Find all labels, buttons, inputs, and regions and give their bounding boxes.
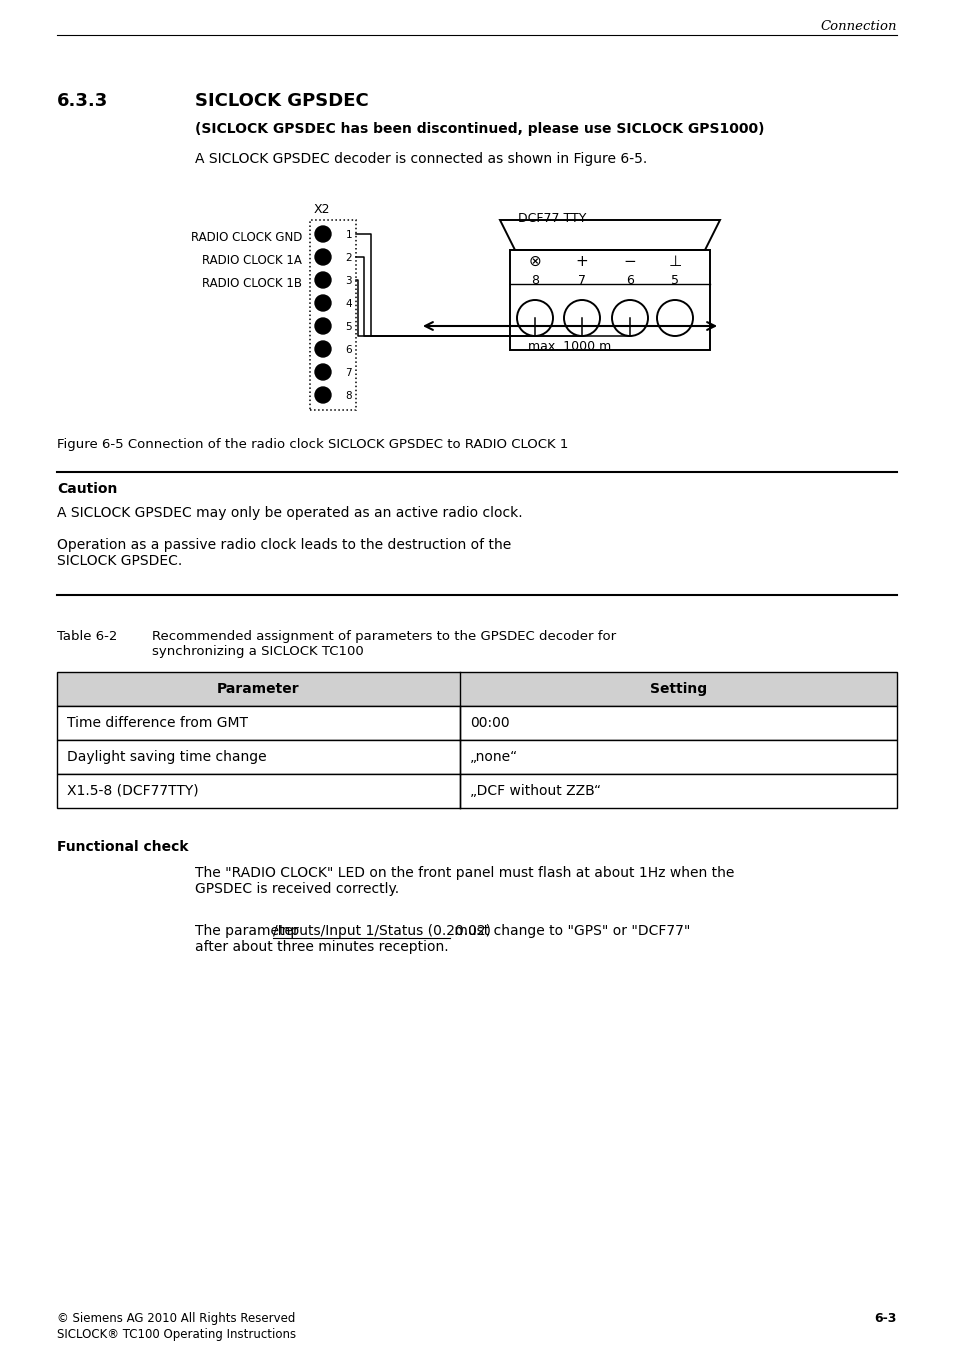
Text: 6-3: 6-3 — [874, 1312, 896, 1324]
Text: 6.3.3: 6.3.3 — [57, 92, 108, 109]
Text: (SICLOCK GPSDEC has been discontinued, please use SICLOCK GPS1000): (SICLOCK GPSDEC has been discontinued, p… — [194, 122, 763, 136]
Text: max. 1000 m: max. 1000 m — [528, 340, 611, 352]
Text: The "RADIO CLOCK" LED on the front panel must flash at about 1Hz when the
GPSDEC: The "RADIO CLOCK" LED on the front panel… — [194, 865, 734, 896]
Text: Table 6-2: Table 6-2 — [57, 630, 117, 643]
Circle shape — [314, 248, 331, 265]
Text: 1: 1 — [345, 230, 352, 240]
Text: ⊗: ⊗ — [528, 254, 540, 269]
Text: Recommended assignment of parameters to the GPSDEC decoder for
synchronizing a S: Recommended assignment of parameters to … — [152, 630, 616, 657]
Bar — [57, 672, 896, 706]
Text: RADIO CLOCK 1B: RADIO CLOCK 1B — [202, 277, 302, 290]
Text: 2: 2 — [345, 252, 352, 263]
Text: Figure 6-5 Connection of the radio clock SICLOCK GPSDEC to RADIO CLOCK 1: Figure 6-5 Connection of the radio clock… — [57, 437, 568, 451]
Text: Parameter: Parameter — [217, 682, 299, 697]
Text: Time difference from GMT: Time difference from GMT — [67, 716, 248, 730]
Text: 5: 5 — [670, 274, 679, 288]
Text: /Inputs/Input 1/Status (0.20.02): /Inputs/Input 1/Status (0.20.02) — [273, 923, 490, 938]
Text: 4: 4 — [345, 298, 352, 309]
Text: The parameter: The parameter — [194, 923, 303, 938]
Circle shape — [314, 296, 331, 310]
Text: SICLOCK® TC100 Operating Instructions: SICLOCK® TC100 Operating Instructions — [57, 1328, 295, 1341]
Bar — [57, 706, 896, 740]
Bar — [57, 740, 896, 774]
Text: 6: 6 — [345, 346, 352, 355]
Circle shape — [314, 342, 331, 356]
Circle shape — [314, 225, 331, 242]
Text: © Siemens AG 2010 All Rights Reserved: © Siemens AG 2010 All Rights Reserved — [57, 1312, 295, 1324]
Text: RADIO CLOCK 1A: RADIO CLOCK 1A — [202, 254, 302, 267]
Text: 8: 8 — [531, 274, 538, 288]
Text: Caution: Caution — [57, 482, 117, 495]
Bar — [57, 774, 896, 809]
Text: RADIO CLOCK GND: RADIO CLOCK GND — [191, 231, 302, 244]
Circle shape — [314, 271, 331, 288]
Text: Daylight saving time change: Daylight saving time change — [67, 751, 266, 764]
Text: −: − — [623, 254, 636, 269]
Text: Operation as a passive radio clock leads to the destruction of the
SICLOCK GPSDE: Operation as a passive radio clock leads… — [57, 539, 511, 568]
Circle shape — [314, 319, 331, 333]
Text: SICLOCK GPSDEC: SICLOCK GPSDEC — [194, 92, 369, 109]
Bar — [510, 250, 709, 350]
Text: 7: 7 — [345, 369, 352, 378]
Text: must change to "GPS" or "DCF77": must change to "GPS" or "DCF77" — [450, 923, 690, 938]
Text: Functional check: Functional check — [57, 840, 189, 855]
Text: Connection: Connection — [820, 20, 896, 32]
Text: A SICLOCK GPSDEC decoder is connected as shown in Figure 6-5.: A SICLOCK GPSDEC decoder is connected as… — [194, 153, 646, 166]
Text: 00:00: 00:00 — [470, 716, 509, 730]
Text: ⊥: ⊥ — [668, 254, 680, 269]
Text: 3: 3 — [345, 275, 352, 286]
Text: 7: 7 — [578, 274, 585, 288]
Text: 6: 6 — [625, 274, 634, 288]
Circle shape — [314, 387, 331, 404]
Text: +: + — [575, 254, 588, 269]
Text: „none“: „none“ — [470, 751, 517, 764]
Text: X2: X2 — [314, 202, 330, 216]
Circle shape — [314, 364, 331, 379]
Text: 5: 5 — [345, 323, 352, 332]
Text: DCF77 TTY: DCF77 TTY — [517, 212, 586, 225]
Text: A SICLOCK GPSDEC may only be operated as an active radio clock.: A SICLOCK GPSDEC may only be operated as… — [57, 506, 522, 520]
Text: Setting: Setting — [649, 682, 706, 697]
Text: X1.5-8 (DCF77TTY): X1.5-8 (DCF77TTY) — [67, 784, 198, 798]
Text: „DCF without ZZB“: „DCF without ZZB“ — [470, 784, 600, 798]
Text: 8: 8 — [345, 392, 352, 401]
Text: after about three minutes reception.: after about three minutes reception. — [194, 940, 448, 954]
